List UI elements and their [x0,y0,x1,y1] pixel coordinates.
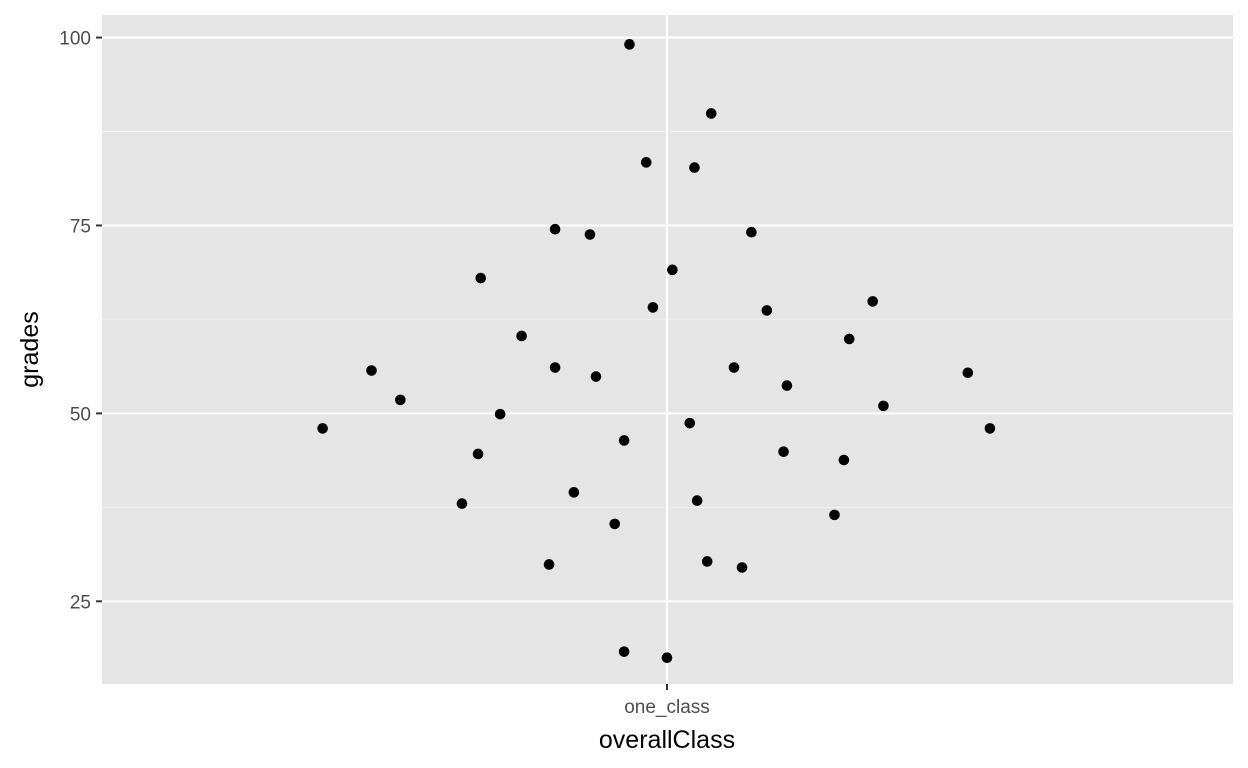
data-point [761,305,773,316]
data-point [829,509,840,521]
data-point [618,435,630,446]
data-point [366,365,377,376]
data-point [838,454,850,466]
data-point [590,371,602,382]
data-point [705,108,717,119]
data-point [647,302,659,313]
data-point [667,264,678,276]
data-point [701,556,713,567]
data-point [395,394,406,406]
y-tick-label: 50 [70,404,91,425]
data-point [984,423,996,434]
data-point [689,162,700,173]
data-point [618,646,630,657]
data-point [878,400,889,412]
data-point [843,333,855,345]
data-point [624,39,635,50]
data-point [584,229,596,240]
data-point [962,367,974,379]
data-point [781,380,793,391]
data-point [568,487,580,498]
data-point [736,562,748,573]
data-point [475,272,487,284]
y-tick-label: 75 [70,216,91,237]
data-point [543,559,555,570]
data-point [456,498,468,509]
data-point [609,518,621,530]
data-point [746,226,757,238]
data-point [516,330,527,342]
y-axis: 25 50 75 100 [59,29,102,613]
data-points [317,39,996,663]
y-tick-label: 25 [70,592,91,613]
data-point [317,423,328,434]
data-point [691,495,703,506]
data-point [661,652,673,663]
x-tick-label: one_class [624,697,710,718]
y-tick-label: 100 [59,29,91,50]
data-point [472,448,484,460]
data-point [728,362,740,373]
data-point [778,446,789,458]
x-axis: one_class [624,684,710,718]
data-point [867,296,878,307]
x-axis-title: overallClass [599,726,735,754]
y-axis-title: grades [16,311,44,387]
data-point [549,362,561,373]
data-point [549,223,561,235]
data-point [494,408,506,420]
data-point [684,417,696,429]
data-point [640,157,652,168]
major-gridlines [102,15,1233,684]
